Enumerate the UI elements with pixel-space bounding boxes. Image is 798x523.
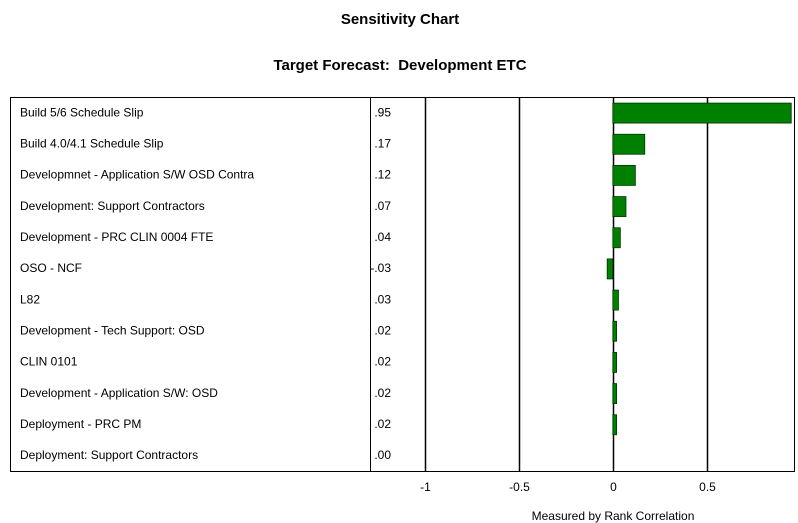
bar [612,196,627,217]
value-label: .02 [374,417,391,431]
bar [612,133,646,155]
category-label: Developmnet - Application S/W OSD Contra [20,168,254,182]
category-label: Development: Support Contractors [20,199,205,213]
value-label: .04 [374,230,391,244]
bar [612,414,617,436]
value-label: .17 [374,136,391,150]
bar [612,320,617,342]
x-tick-label: 0 [610,480,617,494]
value-label: .02 [374,355,391,369]
bar [612,227,621,249]
value-label: .03 [374,292,391,306]
category-label: Development - Tech Support: OSD [20,323,205,337]
x-axis-label: Measured by Rank Correlation [532,509,695,523]
bar [612,383,617,404]
value-label: .00 [374,448,391,462]
x-tick-label: -0.5 [509,480,530,494]
x-tick-label: -1 [420,480,431,494]
category-label: Deployment - PRC PM [20,417,141,431]
chart-title: Sensitivity Chart [341,11,459,28]
category-label: CLIN 0101 [20,355,78,369]
value-label: .07 [374,199,391,213]
x-tick-label: 0.5 [699,480,716,494]
value-label: -.03 [370,261,391,275]
bar [612,352,617,373]
bar [606,258,614,280]
value-label: .12 [374,168,391,182]
bar [612,289,619,311]
category-label: Development - Application S/W: OSD [20,386,218,400]
bar [612,165,636,186]
table-frame [10,97,795,472]
category-label: L82 [20,292,40,306]
value-label: .02 [374,386,391,400]
category-label: Development - PRC CLIN 0004 FTE [20,230,213,244]
chart-subtitle: Target Forecast: Development ETC [273,57,526,74]
category-label: Deployment: Support Contractors [20,448,198,462]
bar [612,102,792,124]
value-label: .02 [374,323,391,337]
category-label: OSO - NCF [20,261,82,275]
category-label: Build 4.0/4.1 Schedule Slip [20,136,164,150]
value-label: .95 [374,105,391,119]
category-label: Build 5/6 Schedule Slip [20,105,144,119]
